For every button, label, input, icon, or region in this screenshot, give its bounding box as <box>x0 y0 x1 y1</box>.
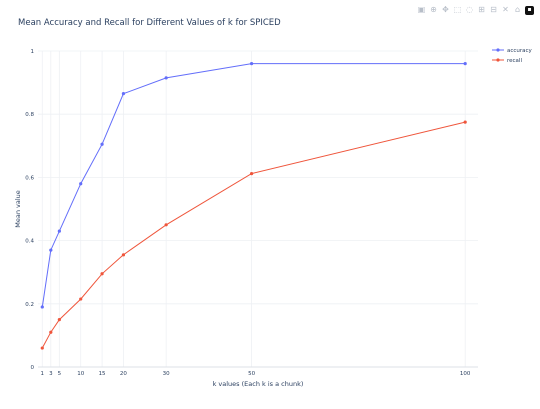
y-tick-label: 1 <box>31 49 35 55</box>
data-point-recall[interactable] <box>121 253 126 257</box>
data-point-recall[interactable] <box>249 172 254 176</box>
data-point-accuracy[interactable] <box>121 92 126 96</box>
lasso-select-icon[interactable]: ◌ <box>466 5 473 14</box>
data-point-recall[interactable] <box>57 318 61 322</box>
legend-marker-recall[interactable] <box>496 58 500 62</box>
series-line-recall <box>41 121 466 349</box>
legend-label-accuracy[interactable]: accuracy <box>507 48 533 54</box>
data-point-accuracy[interactable] <box>57 229 61 233</box>
x-tick-label: 1 <box>41 371 45 377</box>
data-point-accuracy[interactable] <box>463 62 467 66</box>
data-point-recall[interactable] <box>79 297 83 301</box>
legend-marker-accuracy[interactable] <box>496 48 500 52</box>
modebar: ▣ ⊕ ✥ ⬚ ◌ ⊞ ⊟ ✕ ⌂ ▪ <box>417 4 534 16</box>
y-tick-label: 0.2 <box>25 302 34 308</box>
y-tick-label: 0.8 <box>25 112 34 118</box>
x-tick-label: 10 <box>77 371 84 377</box>
y-axis-title: Mean value <box>14 190 22 228</box>
reset-axes-icon[interactable]: ⌂ <box>514 5 521 14</box>
plot-area: 00.20.40.60.811 3 5 10 15 20 30 50 100 <box>25 49 478 377</box>
data-point-accuracy[interactable] <box>79 182 83 186</box>
data-point-accuracy[interactable] <box>249 62 254 66</box>
data-point-recall[interactable] <box>40 346 44 350</box>
legend-label-recall[interactable]: recall <box>507 58 522 64</box>
y-tick-label: 0 <box>31 365 35 371</box>
camera-icon[interactable]: ▣ <box>417 5 426 14</box>
chart-title: Mean Accuracy and Recall for Different V… <box>18 18 281 28</box>
autoscale-icon[interactable]: ✕ <box>502 5 509 14</box>
pan-icon[interactable]: ✥ <box>442 5 449 14</box>
x-axis-title: k values (Each k is a chunk) <box>213 380 304 388</box>
data-point-recall[interactable] <box>463 120 467 124</box>
x-tick-label: 15 <box>99 371 106 377</box>
legend[interactable]: accuracy recall <box>492 48 533 64</box>
data-point-accuracy[interactable] <box>49 248 53 252</box>
zoom-out-icon[interactable]: ⊟ <box>490 5 497 14</box>
data-point-recall[interactable] <box>100 272 104 276</box>
data-point-accuracy[interactable] <box>100 142 104 146</box>
box-select-icon[interactable]: ⬚ <box>453 5 462 14</box>
x-tick-label: 30 <box>163 371 170 377</box>
x-tick-label: 50 <box>248 371 255 377</box>
data-point-recall[interactable] <box>49 330 53 334</box>
zoom-icon[interactable]: ⊕ <box>430 5 437 14</box>
y-tick-label: 0.4 <box>25 239 34 245</box>
data-point-recall[interactable] <box>164 223 168 227</box>
x-tick-label: 5 <box>58 371 62 377</box>
plotly-logo-icon[interactable]: ▪ <box>525 5 534 15</box>
y-tick-label: 0.6 <box>25 175 34 181</box>
zoom-in-icon[interactable]: ⊞ <box>478 5 485 14</box>
x-tick-label: 20 <box>120 371 127 377</box>
x-tick-label: 3 <box>49 371 53 377</box>
data-point-accuracy[interactable] <box>40 305 44 309</box>
data-point-accuracy[interactable] <box>164 76 168 80</box>
x-tick-label: 100 <box>460 371 471 377</box>
